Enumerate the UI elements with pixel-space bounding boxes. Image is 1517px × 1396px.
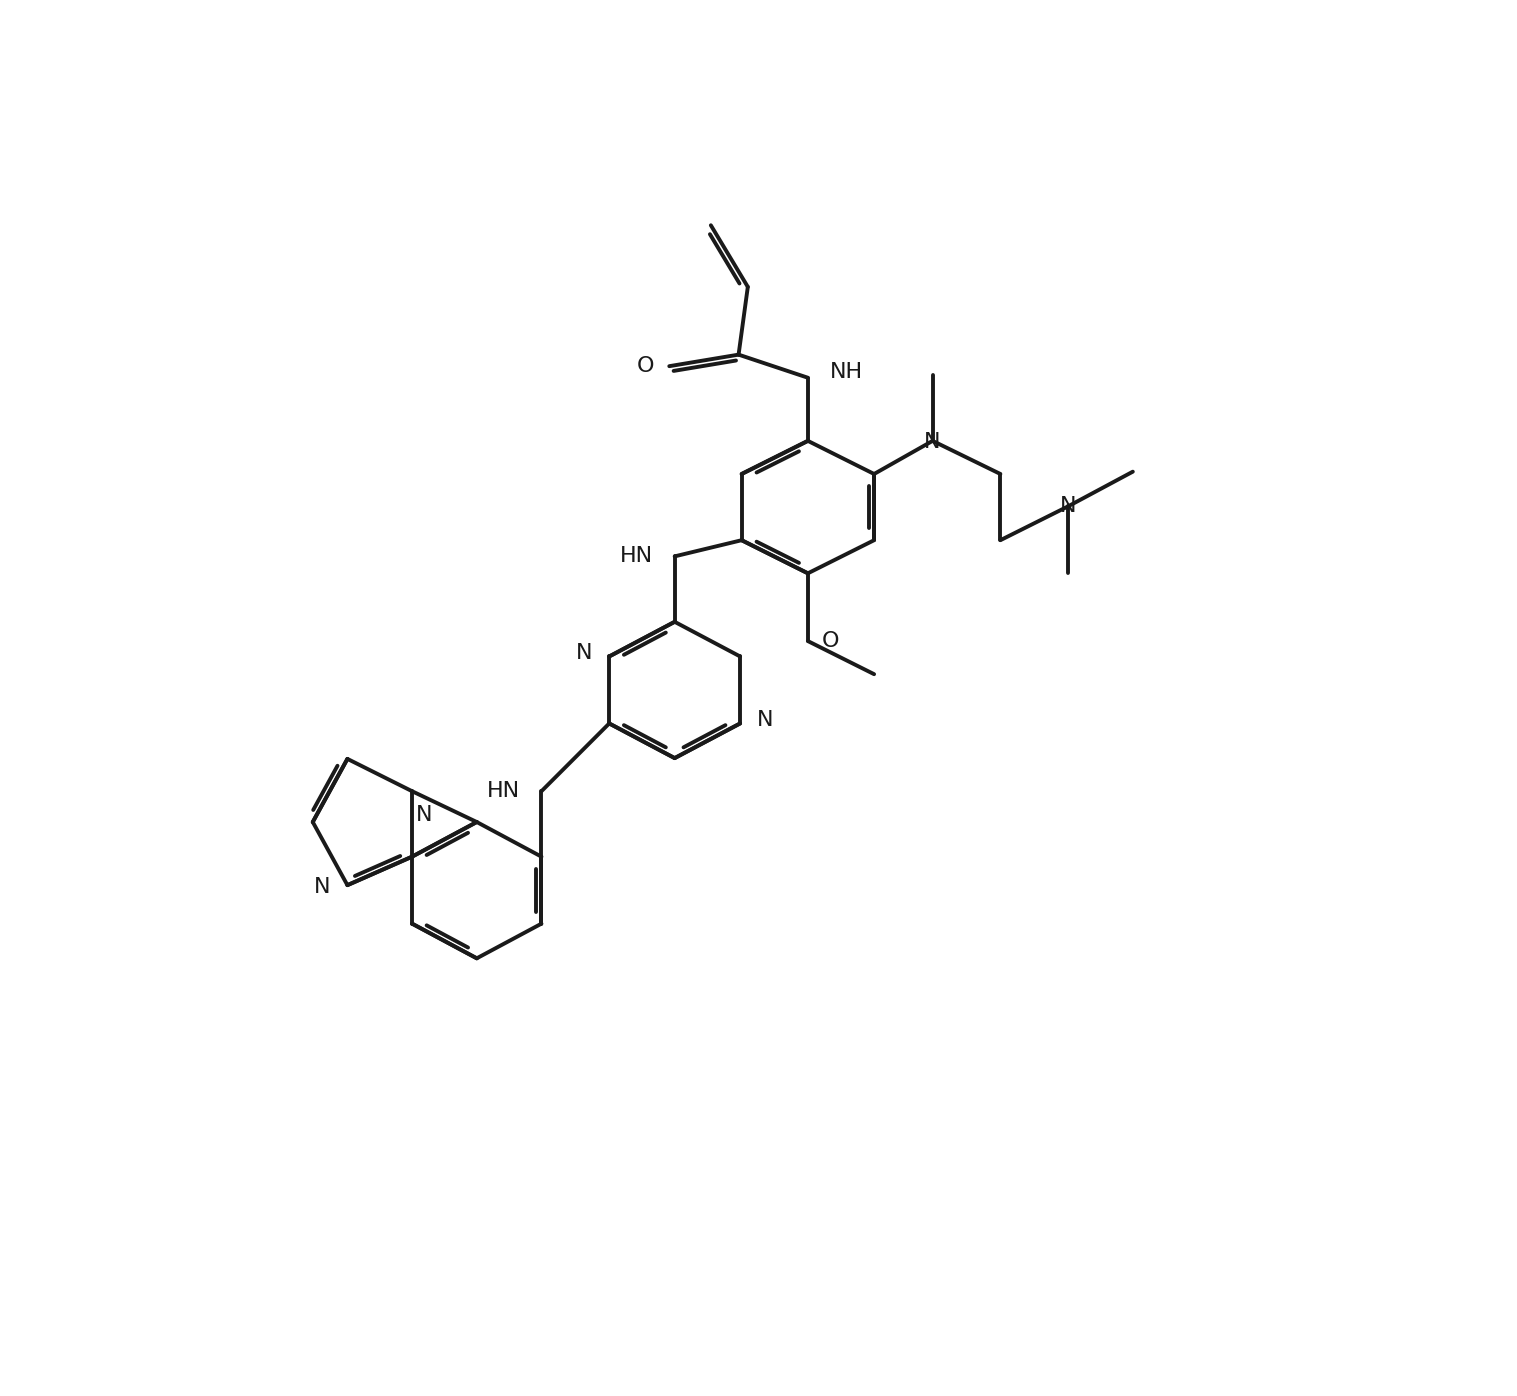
Text: O: O bbox=[822, 631, 839, 651]
Text: N: N bbox=[416, 805, 432, 825]
Text: NH: NH bbox=[830, 362, 863, 381]
Text: HN: HN bbox=[620, 546, 654, 567]
Text: HN: HN bbox=[487, 782, 520, 801]
Text: N: N bbox=[1060, 497, 1077, 517]
Text: N: N bbox=[576, 642, 592, 663]
Text: N: N bbox=[757, 709, 774, 730]
Text: O: O bbox=[636, 356, 654, 376]
Text: N: N bbox=[314, 877, 331, 896]
Text: N: N bbox=[924, 433, 941, 452]
